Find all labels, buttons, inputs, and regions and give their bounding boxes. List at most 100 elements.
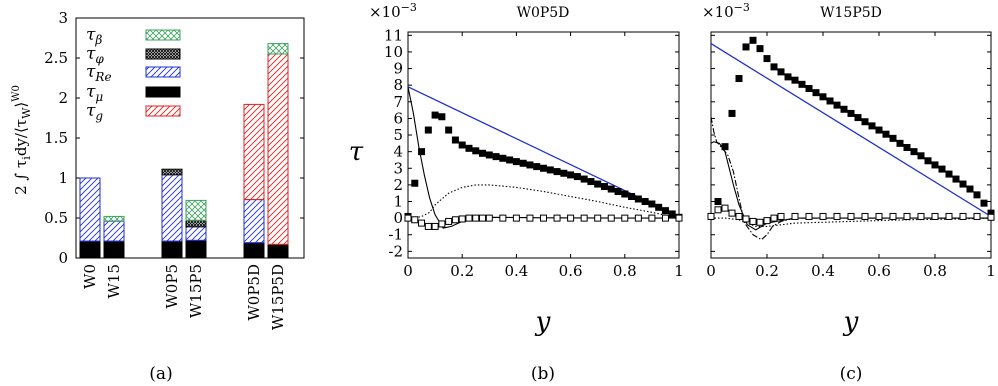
marker-open-square	[931, 212, 939, 220]
x-tick-label: 0.8	[923, 262, 947, 280]
marker-open-square	[749, 217, 757, 225]
marker-filled-square	[840, 105, 848, 113]
marker-open-square	[791, 212, 799, 220]
marker-open-square	[707, 212, 715, 220]
panel-c-caption: (c)	[840, 364, 863, 384]
marker-open-square	[465, 214, 473, 222]
panel-c-plot: 0 0.2 0.4 0.6 0.8 1	[706, 31, 996, 280]
legend-swatch-mu	[145, 86, 181, 98]
marker-filled-square	[910, 148, 918, 156]
marker-filled-square	[896, 139, 904, 147]
y-tick-label: 4	[393, 143, 403, 161]
marker-open-square	[431, 222, 439, 230]
panel-a-y-ticks: 0 0.5 1 1.5 2 2.5 3	[44, 9, 304, 267]
marker-filled-square	[641, 198, 649, 205]
marker-open-square	[675, 214, 683, 222]
x-tick-label: 1	[674, 262, 684, 280]
marker-filled-square	[485, 151, 493, 159]
marker-open-square	[648, 214, 656, 222]
marker-open-square	[512, 214, 520, 222]
bar-g-w0p5d	[243, 103, 265, 201]
bar-re-w0p5d	[243, 199, 265, 244]
marker-filled-square	[917, 152, 925, 160]
marker-filled-square	[798, 80, 806, 88]
marker-open-square	[607, 214, 615, 222]
marker-open-square	[445, 217, 453, 225]
panel-c: W15P5D ×10−3 y 0 0.2 0.4 0.6 0.8 1 (c)	[702, 1, 996, 384]
marker-open-square	[499, 214, 507, 222]
marker-open-square	[973, 212, 981, 220]
marker-open-square	[728, 209, 736, 217]
legend-label: τμ	[86, 82, 103, 104]
marker-filled-square	[952, 175, 960, 183]
marker-filled-square	[445, 126, 453, 134]
marker-filled-square	[868, 122, 876, 130]
panel-c-title: W15P5D	[820, 5, 882, 21]
bar-re-w0	[79, 177, 101, 242]
marker-open-square	[763, 217, 771, 225]
x-tick-label: 0.4	[504, 262, 528, 280]
panel-a-caption: (a)	[149, 364, 172, 384]
panel-a-x-labels: W0 W15 W0P5 W15P5 W0P5D W15P5D	[81, 264, 287, 330]
x-tick-label: 0.2	[450, 262, 474, 280]
panel-a-bars	[79, 43, 289, 259]
bar-beta-w15	[103, 215, 125, 222]
series-line-dashdot	[710, 116, 991, 241]
bar-re-w0p5	[161, 174, 183, 242]
marker-filled-square	[431, 111, 439, 119]
x-tick-label: W0	[81, 264, 99, 289]
y-tick-label: 6	[393, 109, 403, 127]
marker-filled-square	[770, 63, 778, 71]
marker-filled-square	[819, 93, 827, 101]
marker-open-square	[540, 214, 547, 222]
marker-filled-square	[826, 97, 834, 105]
y-tick-label: 1	[393, 193, 403, 211]
bar-g-w15p5d	[267, 53, 289, 245]
marker-filled-square	[777, 68, 785, 76]
legend-label: τβ	[86, 25, 102, 47]
marker-open-square	[770, 214, 778, 222]
legend-swatch-phi	[145, 48, 181, 60]
marker-filled-square	[628, 193, 636, 201]
marker-open-square	[735, 212, 743, 220]
y-tick-label: 3	[393, 159, 403, 177]
marker-filled-square	[924, 157, 932, 165]
marker-open-square	[756, 218, 764, 226]
marker-filled-square	[438, 113, 446, 121]
marker-filled-square	[763, 55, 771, 63]
marker-filled-square	[854, 114, 862, 122]
marker-filled-square	[875, 126, 883, 134]
marker-filled-square	[553, 168, 561, 176]
marker-filled-square	[479, 149, 487, 157]
marker-filled-square	[567, 171, 575, 179]
marker-filled-square	[973, 191, 981, 199]
marker-filled-square	[805, 85, 813, 92]
plot-frame	[710, 31, 992, 259]
bar-mu-w0p5d	[243, 242, 265, 259]
marker-filled-square	[938, 165, 946, 173]
series-line-black	[407, 86, 679, 229]
marker-filled-square	[882, 130, 890, 138]
series-line-dotted	[407, 184, 680, 219]
marker-filled-square	[573, 173, 581, 181]
y-tick-label: -1	[388, 226, 403, 244]
plot-frame	[407, 31, 680, 259]
x-tick-label: 0.2	[755, 262, 779, 280]
marker-open-square	[889, 212, 897, 220]
x-tick-label: W0P5D	[245, 264, 263, 321]
panel-c-scale-label: ×10−3	[702, 1, 750, 21]
marker-open-square	[903, 212, 911, 220]
marker-filled-square	[472, 147, 480, 155]
marker-filled-square	[661, 207, 669, 215]
marker-filled-square	[587, 178, 595, 186]
panel-b-y-label: τ	[349, 137, 364, 167]
marker-filled-square	[728, 109, 736, 117]
y-tick-label: 2	[58, 89, 68, 107]
panel-b-scale-label: ×10−3	[369, 1, 417, 21]
x-tick-label: W15	[105, 264, 123, 299]
marker-filled-square	[546, 166, 554, 174]
y-tick-label: 1	[58, 169, 68, 187]
marker-filled-square	[861, 118, 869, 126]
